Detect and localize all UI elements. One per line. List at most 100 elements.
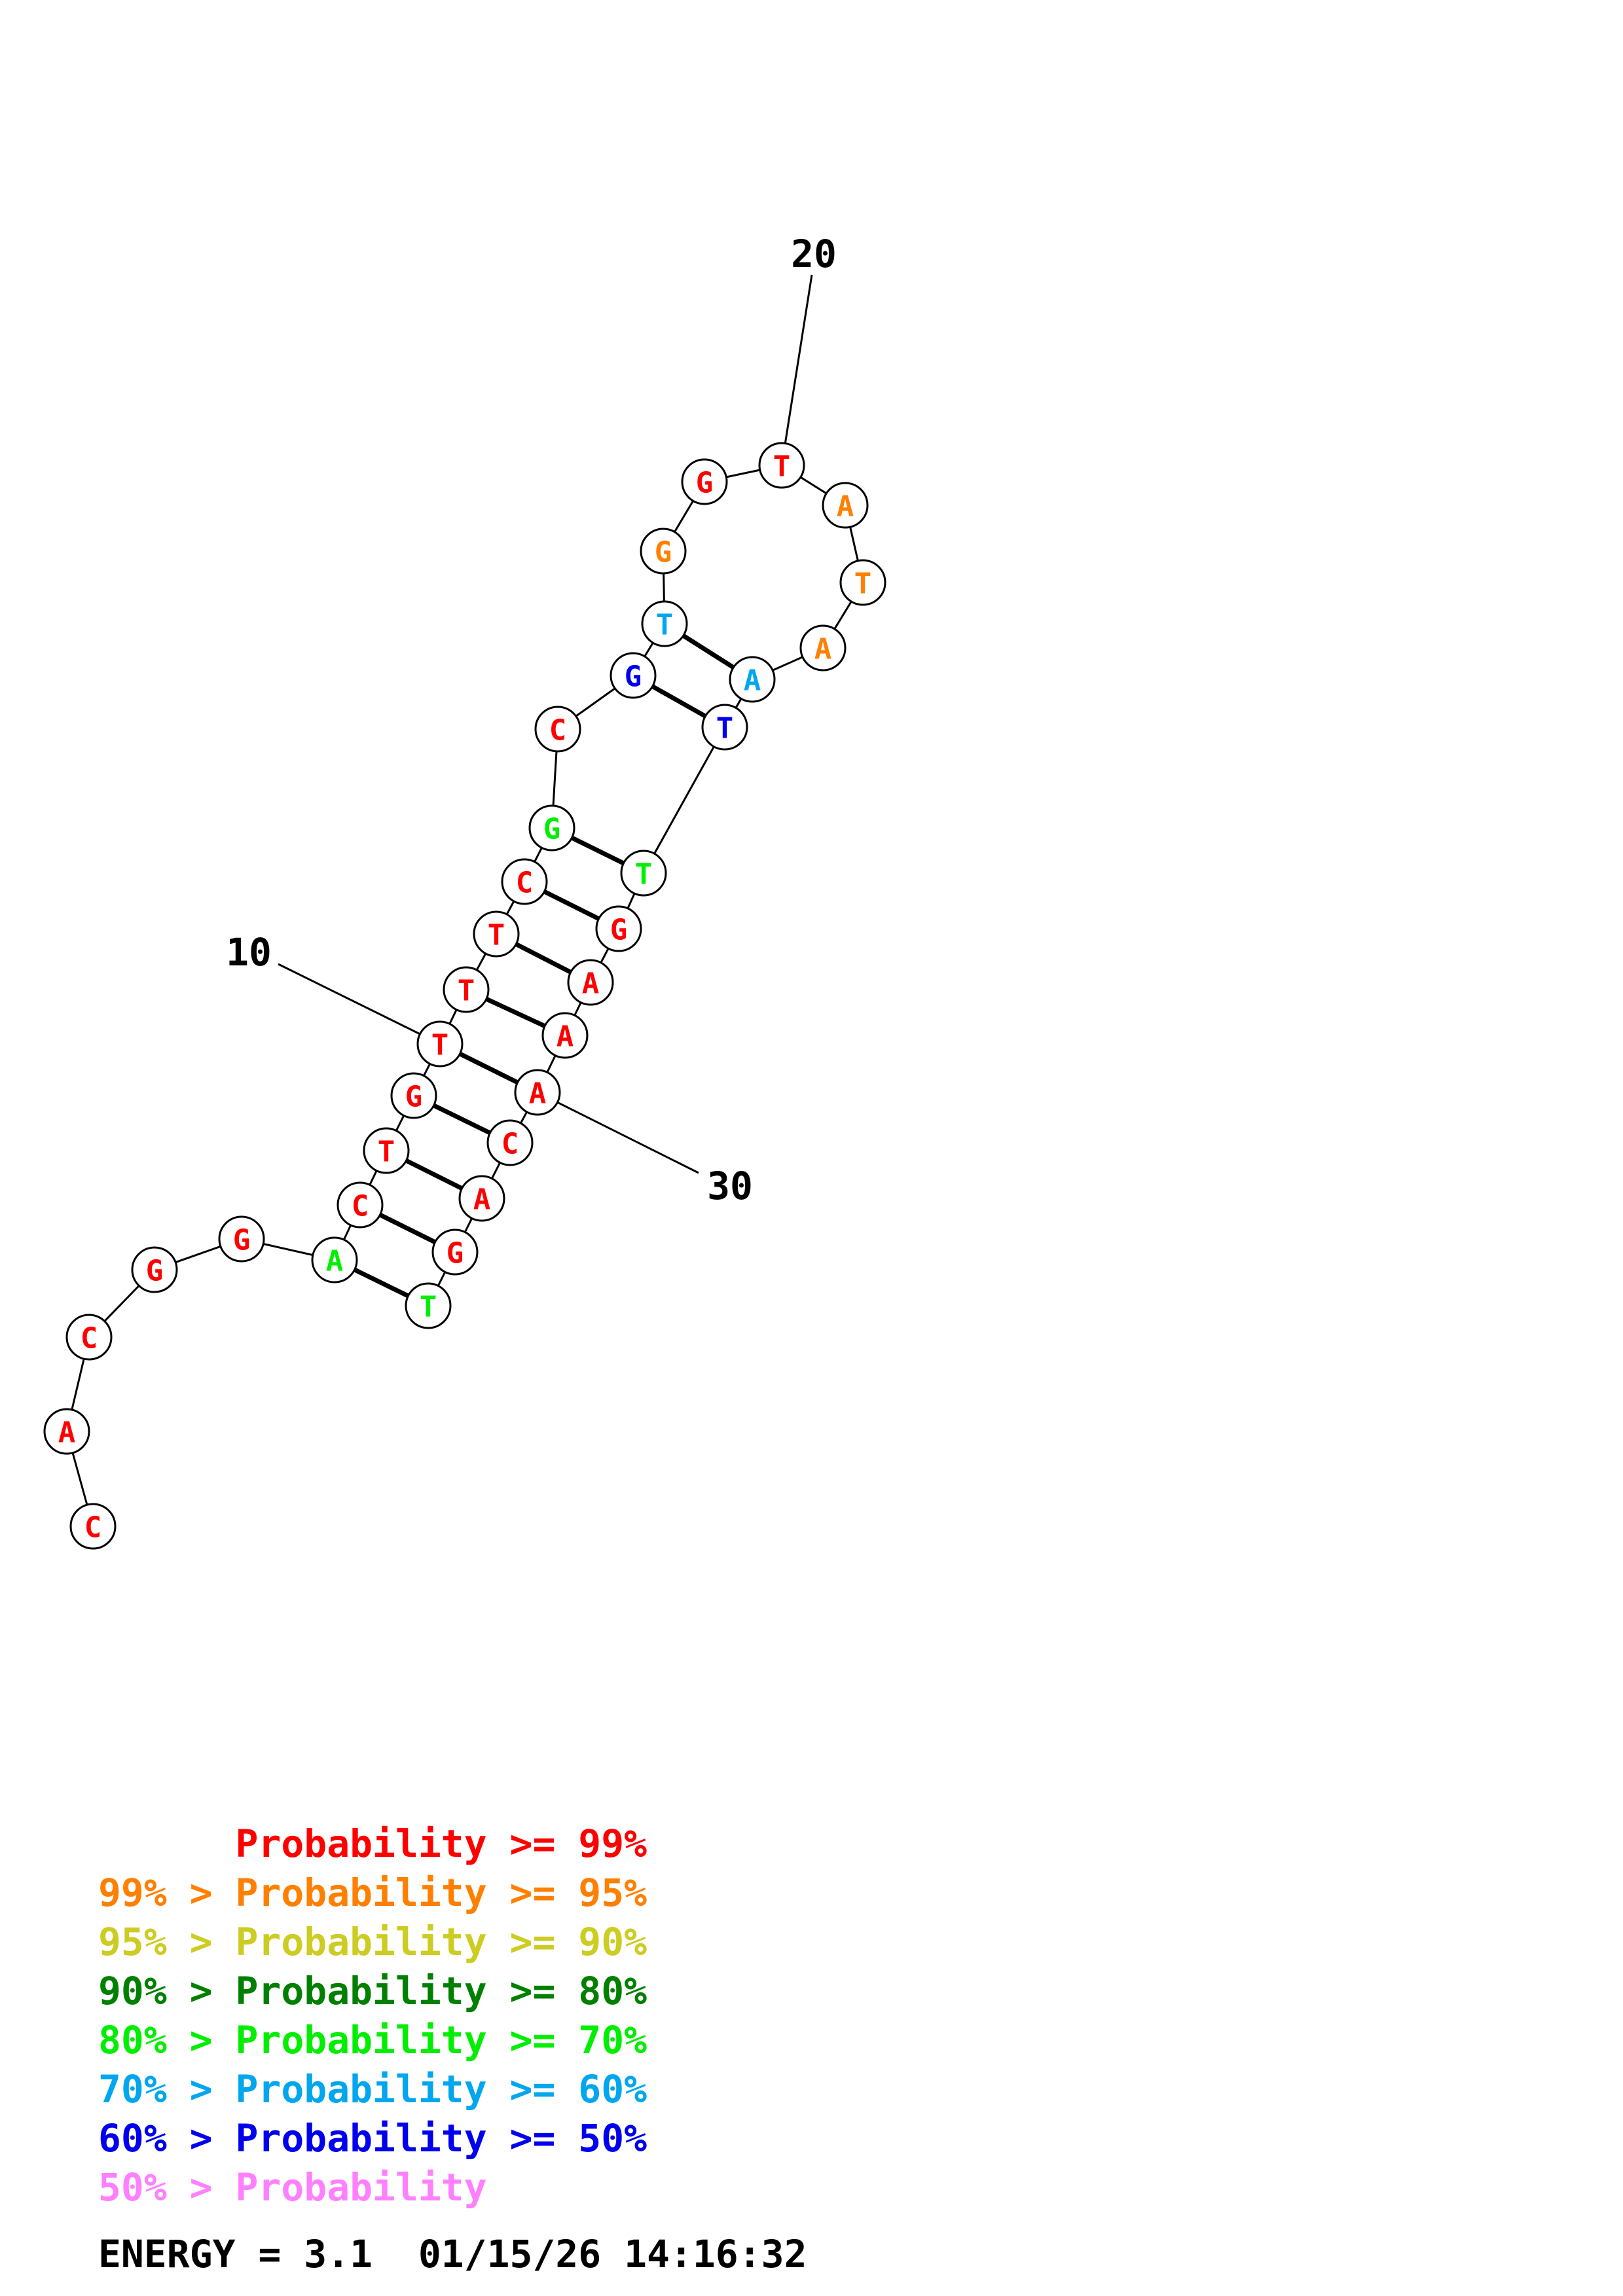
nucleotide-circle	[218, 1215, 265, 1263]
nucleotide-circle	[610, 652, 657, 699]
legend-prefix: 99% >	[98, 1871, 236, 1915]
nucleotide-letter: G	[655, 536, 672, 569]
legend-text: Probability >= 95%	[235, 1871, 647, 1915]
nucleotide-circle	[486, 1119, 534, 1166]
nucleotide-letter: T	[773, 450, 791, 484]
energy-line: ENERGY = 3.1 01/15/26 14:16:32	[98, 2232, 807, 2276]
legend-prefix: 95% >	[98, 1920, 236, 1964]
nucleotide-13: C	[501, 858, 548, 905]
nucleotide-circle	[514, 1069, 561, 1116]
nucleotide-circle	[799, 624, 847, 672]
nucleotide-letter: A	[837, 490, 854, 524]
nucleotide-23: A	[799, 624, 847, 672]
nucleotide-20: T	[758, 442, 805, 489]
nucleotide-circle	[620, 850, 667, 897]
nucleotide-circle	[822, 482, 869, 529]
nucleotide-letter: C	[81, 1322, 98, 1355]
nucleotide-letter: G	[543, 813, 561, 846]
nucleotide-circle	[501, 858, 548, 905]
nucleotide-letter: G	[146, 1255, 164, 1288]
nucleotide-letter: A	[582, 967, 600, 1001]
legend-prefix	[98, 1821, 236, 1866]
nucleotide-2: A	[43, 1408, 90, 1455]
nucleotide-circle	[405, 1282, 452, 1329]
nucleotide-letter: G	[405, 1081, 423, 1114]
nucleotide-letter: T	[378, 1136, 395, 1169]
nucleotide-circle	[131, 1246, 178, 1293]
nucleotide-circle	[758, 442, 805, 489]
nucleotide-32: A	[458, 1175, 505, 1222]
tick-label-30: 30	[707, 1164, 753, 1208]
nucleotide-circle	[595, 905, 642, 952]
tick-line-30	[537, 1091, 699, 1174]
nucleotide-34: T	[405, 1282, 452, 1329]
nucleotide-29: A	[541, 1012, 589, 1059]
nucleotide-27: G	[595, 905, 642, 952]
legend-row: 99% > Probability >= 95%	[98, 1869, 647, 1918]
nucleotide-circle	[528, 804, 575, 852]
tick-label-20: 20	[791, 232, 837, 276]
nucleotide-letter: T	[854, 567, 872, 601]
nucleotide-3: C	[65, 1314, 113, 1361]
legend-text: Probability	[235, 2165, 487, 2210]
nucleotide-letter: G	[233, 1224, 251, 1257]
nucleotide-26: T	[620, 850, 667, 897]
nucleotide-circle	[390, 1072, 437, 1119]
tick-label-10: 10	[226, 930, 272, 975]
nucleotide-circle	[839, 559, 886, 606]
nucleotide-16: G	[610, 652, 657, 699]
nucleotide-33: G	[431, 1229, 479, 1276]
nucleotide-6: A	[311, 1236, 358, 1283]
nucleotide-letter: T	[716, 712, 734, 745]
nucleotide-17: T	[641, 600, 688, 647]
legend-row: 70% > Probability >= 60%	[98, 2065, 647, 2114]
nucleotide-7: C	[337, 1181, 384, 1229]
nucleotide-letter: C	[501, 1128, 519, 1161]
nucleotide-letter: G	[696, 467, 714, 500]
probability-legend: Probability >= 99% 99% > Probability >= 9…	[98, 1820, 647, 2212]
nucleotide-5: G	[218, 1215, 265, 1263]
nucleotide-letter: G	[610, 914, 628, 947]
nucleotide-circle	[443, 966, 490, 1013]
nucleotide-11: T	[443, 966, 490, 1013]
tick-line-20	[780, 274, 813, 466]
nucleotide-21: A	[822, 482, 869, 529]
nucleotide-circle	[681, 458, 728, 505]
nucleotide-letter: C	[549, 714, 567, 747]
nucleotide-circle	[534, 706, 581, 753]
legend-text: Probability >= 80%	[235, 1969, 647, 2013]
nucleotide-letter: C	[84, 1511, 102, 1545]
nucleotide-letter: G	[447, 1237, 464, 1270]
nucleotide-letter: T	[488, 919, 505, 952]
nucleotide-letter: A	[326, 1245, 344, 1278]
nucleotide-circle	[337, 1181, 384, 1229]
nucleotide-letter: T	[458, 975, 475, 1008]
nucleotide-letter: G	[625, 660, 642, 694]
legend-row: Probability >= 99%	[98, 1820, 647, 1869]
nucleotide-31: C	[486, 1119, 534, 1166]
backbone-segment	[642, 726, 726, 874]
nucleotide-circle	[701, 704, 748, 751]
legend-row: 50% > Probability	[98, 2163, 647, 2212]
position-ticks: 10 20 30	[226, 232, 837, 1208]
nucleotide-circle	[541, 1012, 589, 1059]
nucleotide-circle	[641, 600, 688, 647]
nucleotide-19: G	[681, 458, 728, 505]
legend-row: 95% > Probability >= 90%	[98, 1918, 647, 1967]
nucleotide-circle	[567, 959, 614, 1006]
nucleotide-circle	[65, 1314, 113, 1361]
legend-row: 60% > Probability >= 50%	[98, 2114, 647, 2163]
nucleotide-letter: A	[556, 1020, 574, 1054]
nucleotide-letter: A	[473, 1183, 491, 1217]
nucleotide-circle	[473, 910, 520, 958]
legend-text: Probability >= 70%	[235, 2018, 647, 2062]
nucleotide-letter: C	[516, 867, 534, 900]
legend-text: Probability >= 99%	[235, 1821, 647, 1866]
nucleotide-circle	[458, 1175, 505, 1222]
nucleotide-letter: T	[431, 1029, 449, 1062]
legend-prefix: 90% >	[98, 1969, 236, 2013]
nucleotide-24: A	[729, 656, 776, 703]
nucleotide-circle	[69, 1503, 117, 1550]
